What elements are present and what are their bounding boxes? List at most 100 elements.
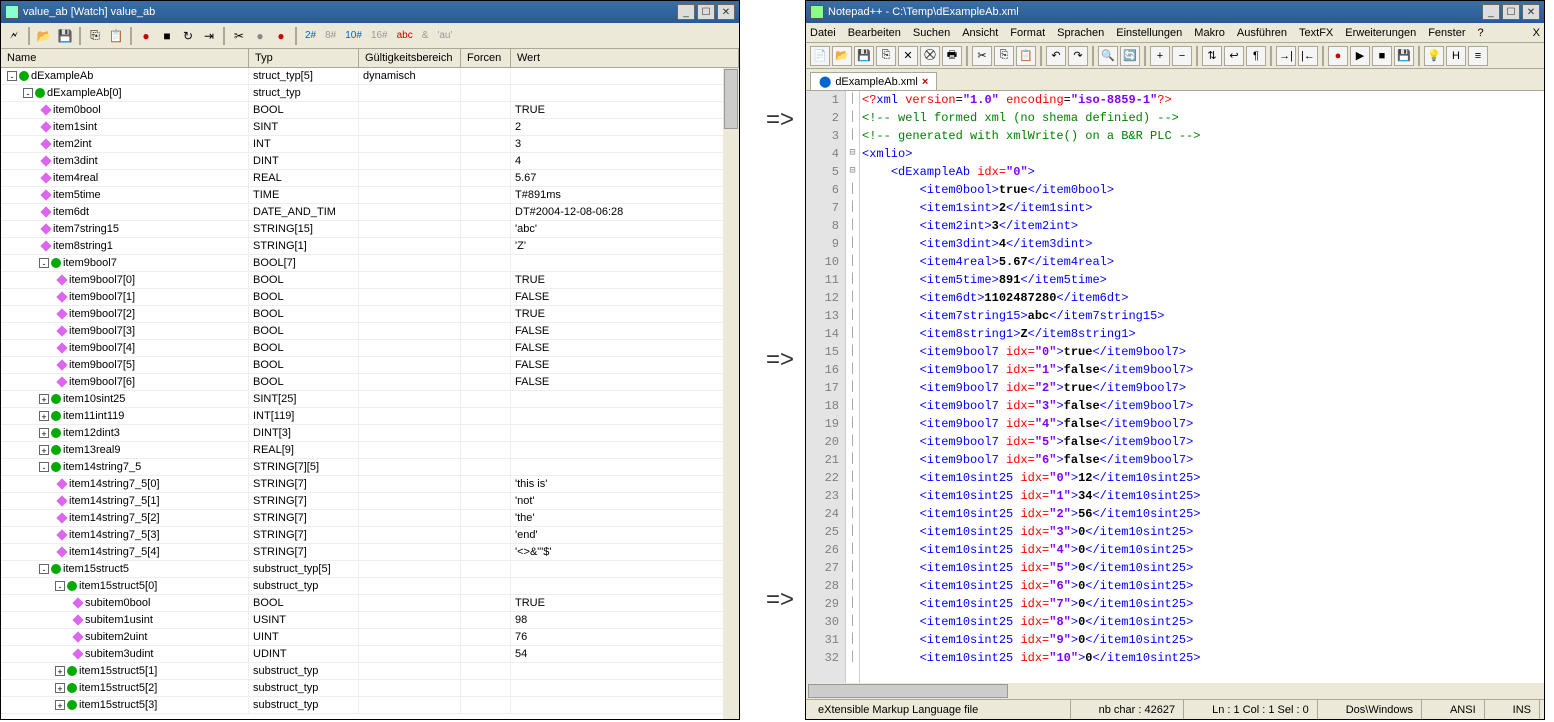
table-row[interactable]: subitem0boolBOOLTRUE <box>1 595 739 612</box>
cut-icon[interactable]: ✂ <box>972 46 992 66</box>
col-gult[interactable]: Gültigkeitsbereich <box>359 49 461 67</box>
table-row[interactable]: item6dtDATE_AND_TIMDT#2004-12-08-06:28 <box>1 204 739 221</box>
close-icon[interactable]: ✕ <box>898 46 918 66</box>
macro-save-icon[interactable]: 💾 <box>1394 46 1414 66</box>
table-row[interactable]: +item15struct5[2]substruct_typ <box>1 680 739 697</box>
mode-16[interactable]: 16# <box>368 30 391 41</box>
table-row[interactable]: item3dintDINT4 <box>1 153 739 170</box>
mode-amp[interactable]: & <box>419 30 432 41</box>
macro-rec-icon[interactable]: ● <box>1328 46 1348 66</box>
close-button[interactable]: ✕ <box>1522 4 1540 20</box>
table-row[interactable]: item9bool7[1]BOOLFALSE <box>1 289 739 306</box>
table-row[interactable]: item9bool7[4]BOOLFALSE <box>1 340 739 357</box>
table-row[interactable]: -item14string7_5STRING[7][5] <box>1 459 739 476</box>
table-row[interactable]: +item15struct5[3]substruct_typ <box>1 697 739 714</box>
table-row[interactable]: +item15struct5[1]substruct_typ <box>1 663 739 680</box>
cut-icon[interactable]: ✂ <box>230 27 248 45</box>
menu-item[interactable]: Einstellungen <box>1116 27 1182 39</box>
mode-abc[interactable]: abc <box>394 30 416 41</box>
indent-icon[interactable]: →| <box>1276 46 1296 66</box>
watch-titlebar[interactable]: value_ab [Watch] value_ab _ ☐ ✕ <box>1 1 739 23</box>
mode-10[interactable]: 10# <box>342 30 365 41</box>
table-row[interactable]: subitem2uintUINT76 <box>1 629 739 646</box>
table-row[interactable]: item9bool7[2]BOOLTRUE <box>1 306 739 323</box>
watch-body[interactable]: -dExampleAbstruct_typ[5]dynamisch-dExamp… <box>1 68 739 719</box>
mode-2[interactable]: 2# <box>302 30 319 41</box>
minimize-button[interactable]: _ <box>677 4 695 20</box>
table-row[interactable]: +item12dint3DINT[3] <box>1 425 739 442</box>
vertical-scrollbar[interactable] <box>723 68 739 719</box>
menu-item[interactable]: Sprachen <box>1057 27 1104 39</box>
tool-icon[interactable]: 🗲 <box>5 27 23 45</box>
record-icon[interactable]: ● <box>137 27 155 45</box>
menu-item[interactable]: Fenster <box>1428 27 1465 39</box>
saveall-icon[interactable]: ⎘ <box>876 46 896 66</box>
table-row[interactable]: item14string7_5[3]STRING[7]'end' <box>1 527 739 544</box>
mode-au[interactable]: 'au' <box>434 30 455 41</box>
table-row[interactable]: item9bool7[3]BOOLFALSE <box>1 323 739 340</box>
menu-item[interactable]: Datei <box>810 27 836 39</box>
close-button[interactable]: ✕ <box>717 4 735 20</box>
paste-icon[interactable]: 📋 <box>107 27 125 45</box>
table-row[interactable]: subitem3udintUDINT54 <box>1 646 739 663</box>
table-row[interactable]: item14string7_5[1]STRING[7]'not' <box>1 493 739 510</box>
table-row[interactable]: item7string15STRING[15]'abc' <box>1 221 739 238</box>
table-row[interactable]: item0boolBOOLTRUE <box>1 102 739 119</box>
dot2-icon[interactable]: ● <box>272 27 290 45</box>
guide-icon[interactable]: ¶ <box>1246 46 1266 66</box>
col-name[interactable]: Name <box>1 49 249 67</box>
list-icon[interactable]: ≡ <box>1468 46 1488 66</box>
paste-icon[interactable]: 📋 <box>1016 46 1036 66</box>
zoom-in-icon[interactable]: + <box>1150 46 1170 66</box>
code-area[interactable]: 1234567891011121314151617181920212223242… <box>806 91 1544 683</box>
table-row[interactable]: item9bool7[0]BOOLTRUE <box>1 272 739 289</box>
tab-close-icon[interactable]: × <box>922 76 928 88</box>
table-row[interactable]: subitem1usintUSINT98 <box>1 612 739 629</box>
table-row[interactable]: item9bool7[6]BOOLFALSE <box>1 374 739 391</box>
horizontal-scrollbar[interactable] <box>806 683 1544 699</box>
mode-8[interactable]: 8# <box>322 30 339 41</box>
fold-gutter[interactable]: │││⊟⊟│││││││││││││││││││││││││││ <box>846 91 860 683</box>
col-typ[interactable]: Typ <box>249 49 359 67</box>
outdent-icon[interactable]: |← <box>1298 46 1318 66</box>
copy-icon[interactable]: ⎘ <box>994 46 1014 66</box>
closeall-icon[interactable]: ⛒ <box>920 46 940 66</box>
menu-item[interactable]: Ansicht <box>962 27 998 39</box>
open-icon[interactable]: 📂 <box>832 46 852 66</box>
dot1-icon[interactable]: ● <box>251 27 269 45</box>
light-icon[interactable]: 💡 <box>1424 46 1444 66</box>
col-forc[interactable]: Forcen <box>461 49 511 67</box>
maximize-button[interactable]: ☐ <box>1502 4 1520 20</box>
stop-icon[interactable]: ■ <box>158 27 176 45</box>
table-row[interactable]: -item15struct5substruct_typ[5] <box>1 561 739 578</box>
col-wert[interactable]: Wert <box>511 49 739 67</box>
zoom-out-icon[interactable]: − <box>1172 46 1192 66</box>
h-icon[interactable]: H <box>1446 46 1466 66</box>
save-icon[interactable]: 💾 <box>854 46 874 66</box>
table-row[interactable]: item2intINT3 <box>1 136 739 153</box>
step-icon[interactable]: ⇥ <box>200 27 218 45</box>
macro-play-icon[interactable]: ▶ <box>1350 46 1370 66</box>
table-row[interactable]: item9bool7[5]BOOLFALSE <box>1 357 739 374</box>
maximize-button[interactable]: ☐ <box>697 4 715 20</box>
print-icon[interactable]: 🖶 <box>942 46 962 66</box>
copy-icon[interactable]: ⎘ <box>86 27 104 45</box>
undo-icon[interactable]: ↶ <box>1046 46 1066 66</box>
table-row[interactable]: item14string7_5[0]STRING[7]'this is' <box>1 476 739 493</box>
macro-stop-icon[interactable]: ■ <box>1372 46 1392 66</box>
file-tab[interactable]: ⬤ dExampleAb.xml × <box>810 72 937 90</box>
table-row[interactable]: +item10sint25SINT[25] <box>1 391 739 408</box>
menu-item[interactable]: Suchen <box>913 27 950 39</box>
table-row[interactable]: item14string7_5[4]STRING[7]'<>&"'$' <box>1 544 739 561</box>
minimize-button[interactable]: _ <box>1482 4 1500 20</box>
table-row[interactable]: item8string1STRING[1]'Z' <box>1 238 739 255</box>
table-row[interactable]: +item11int119INT[119] <box>1 408 739 425</box>
menu-item[interactable]: Ausführen <box>1237 27 1287 39</box>
redo-icon[interactable]: ↷ <box>1068 46 1088 66</box>
menu-item[interactable]: Erweiterungen <box>1345 27 1416 39</box>
sync-icon[interactable]: ⇅ <box>1202 46 1222 66</box>
table-row[interactable]: +item13real9REAL[9] <box>1 442 739 459</box>
wrap-icon[interactable]: ↩ <box>1224 46 1244 66</box>
table-row[interactable]: item4realREAL5.67 <box>1 170 739 187</box>
refresh-icon[interactable]: ↻ <box>179 27 197 45</box>
